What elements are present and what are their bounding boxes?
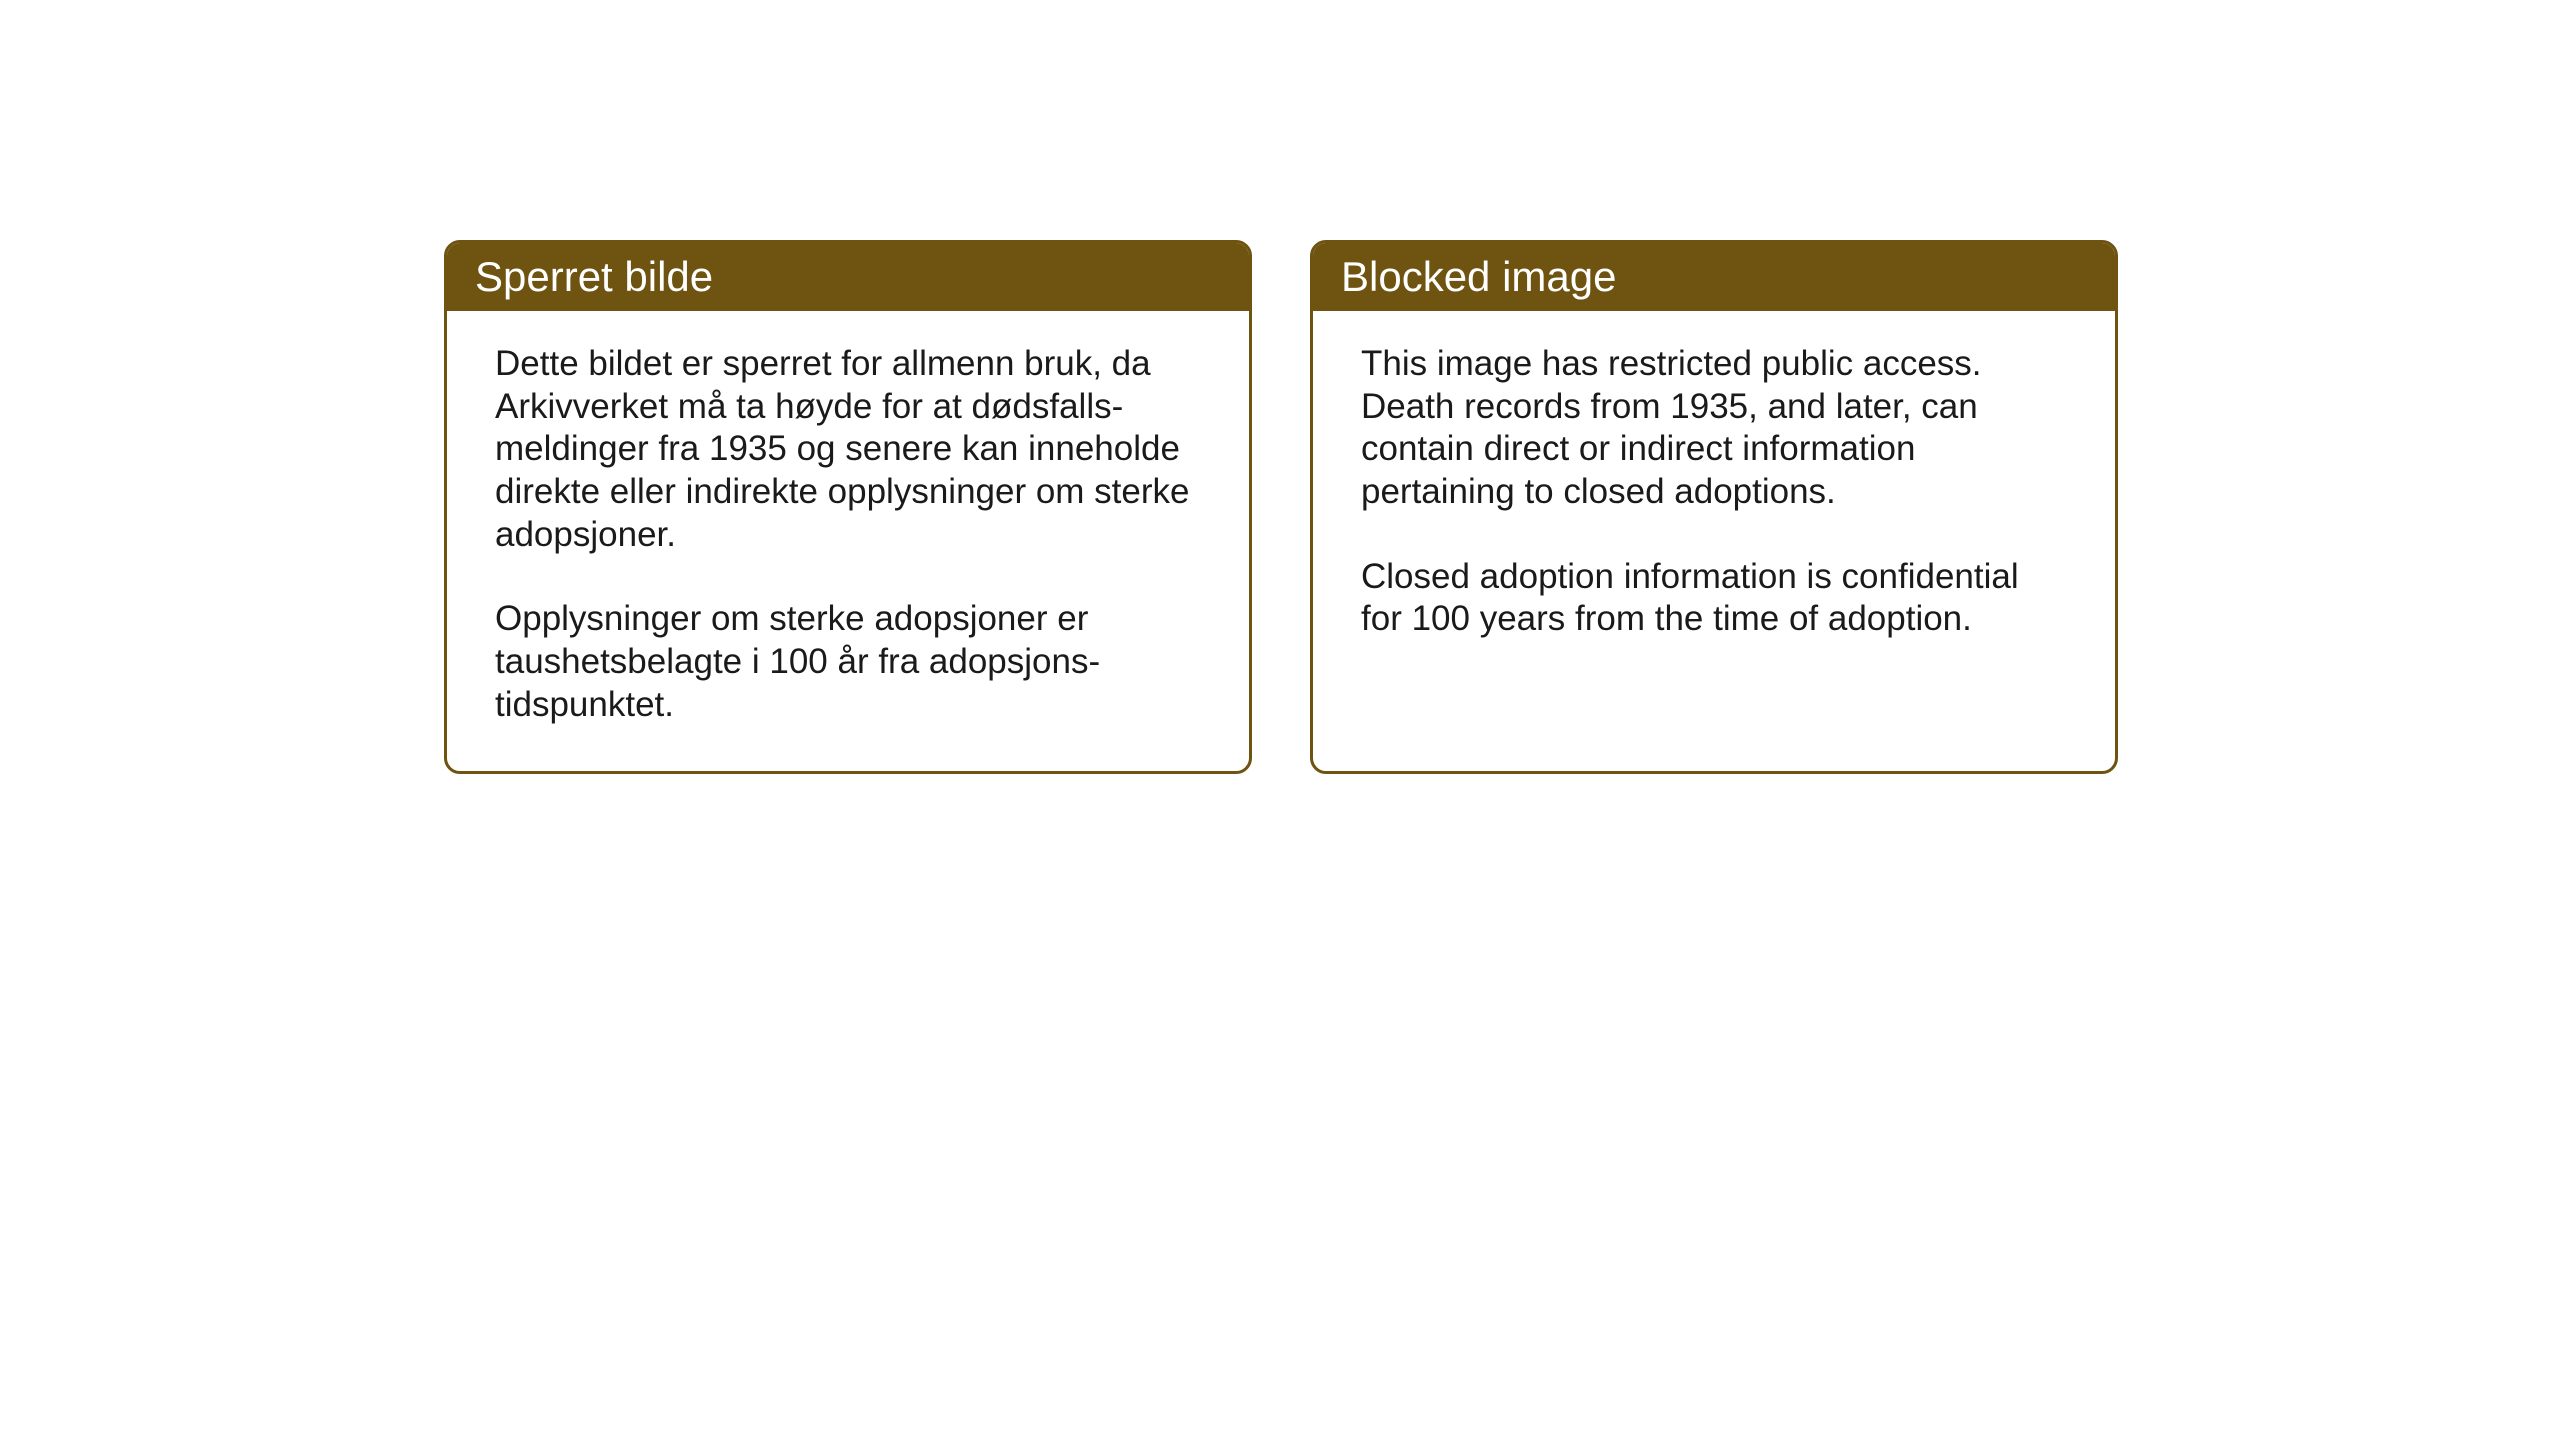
norwegian-paragraph-2: Opplysninger om sterke adopsjoner er tau… [495, 598, 1201, 726]
english-card-body: This image has restricted public access.… [1313, 311, 2115, 741]
norwegian-card-title: Sperret bilde [447, 243, 1249, 311]
english-paragraph-1: This image has restricted public access.… [1361, 343, 2067, 514]
norwegian-card-body: Dette bildet er sperret for allmenn bruk… [447, 311, 1249, 771]
norwegian-paragraph-1: Dette bildet er sperret for allmenn bruk… [495, 343, 1201, 556]
english-paragraph-2: Closed adoption information is confident… [1361, 556, 2067, 641]
notice-cards-container: Sperret bilde Dette bildet er sperret fo… [444, 240, 2118, 774]
english-card-title: Blocked image [1313, 243, 2115, 311]
english-notice-card: Blocked image This image has restricted … [1310, 240, 2118, 774]
norwegian-notice-card: Sperret bilde Dette bildet er sperret fo… [444, 240, 1252, 774]
